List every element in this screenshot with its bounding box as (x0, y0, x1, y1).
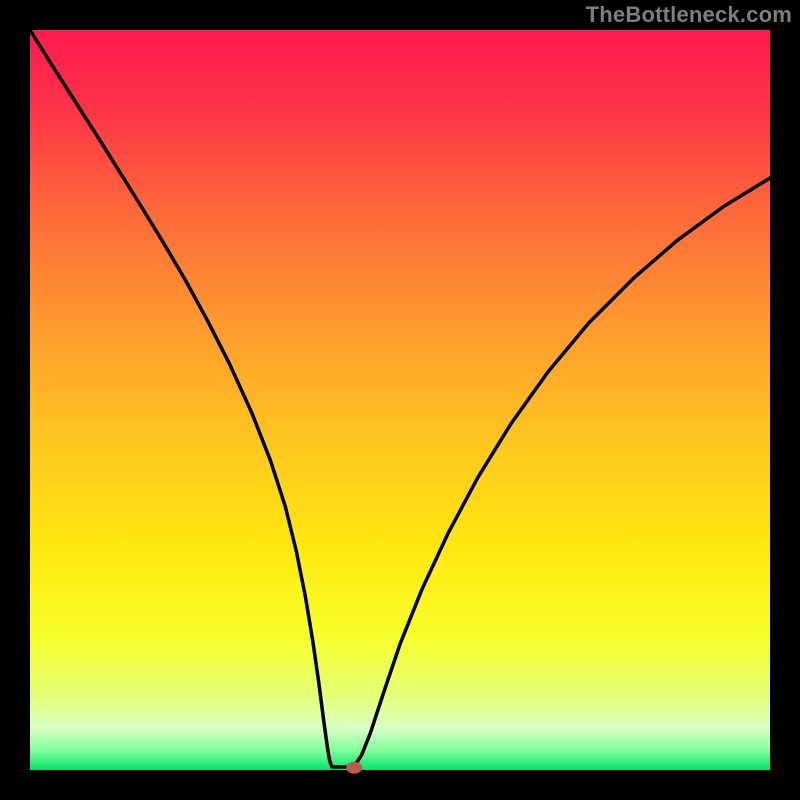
chart-svg (0, 0, 800, 800)
plot-background (30, 30, 770, 770)
optimal-marker (346, 762, 362, 774)
watermark-text: TheBottleneck.com (586, 2, 792, 28)
chart-container: TheBottleneck.com (0, 0, 800, 800)
